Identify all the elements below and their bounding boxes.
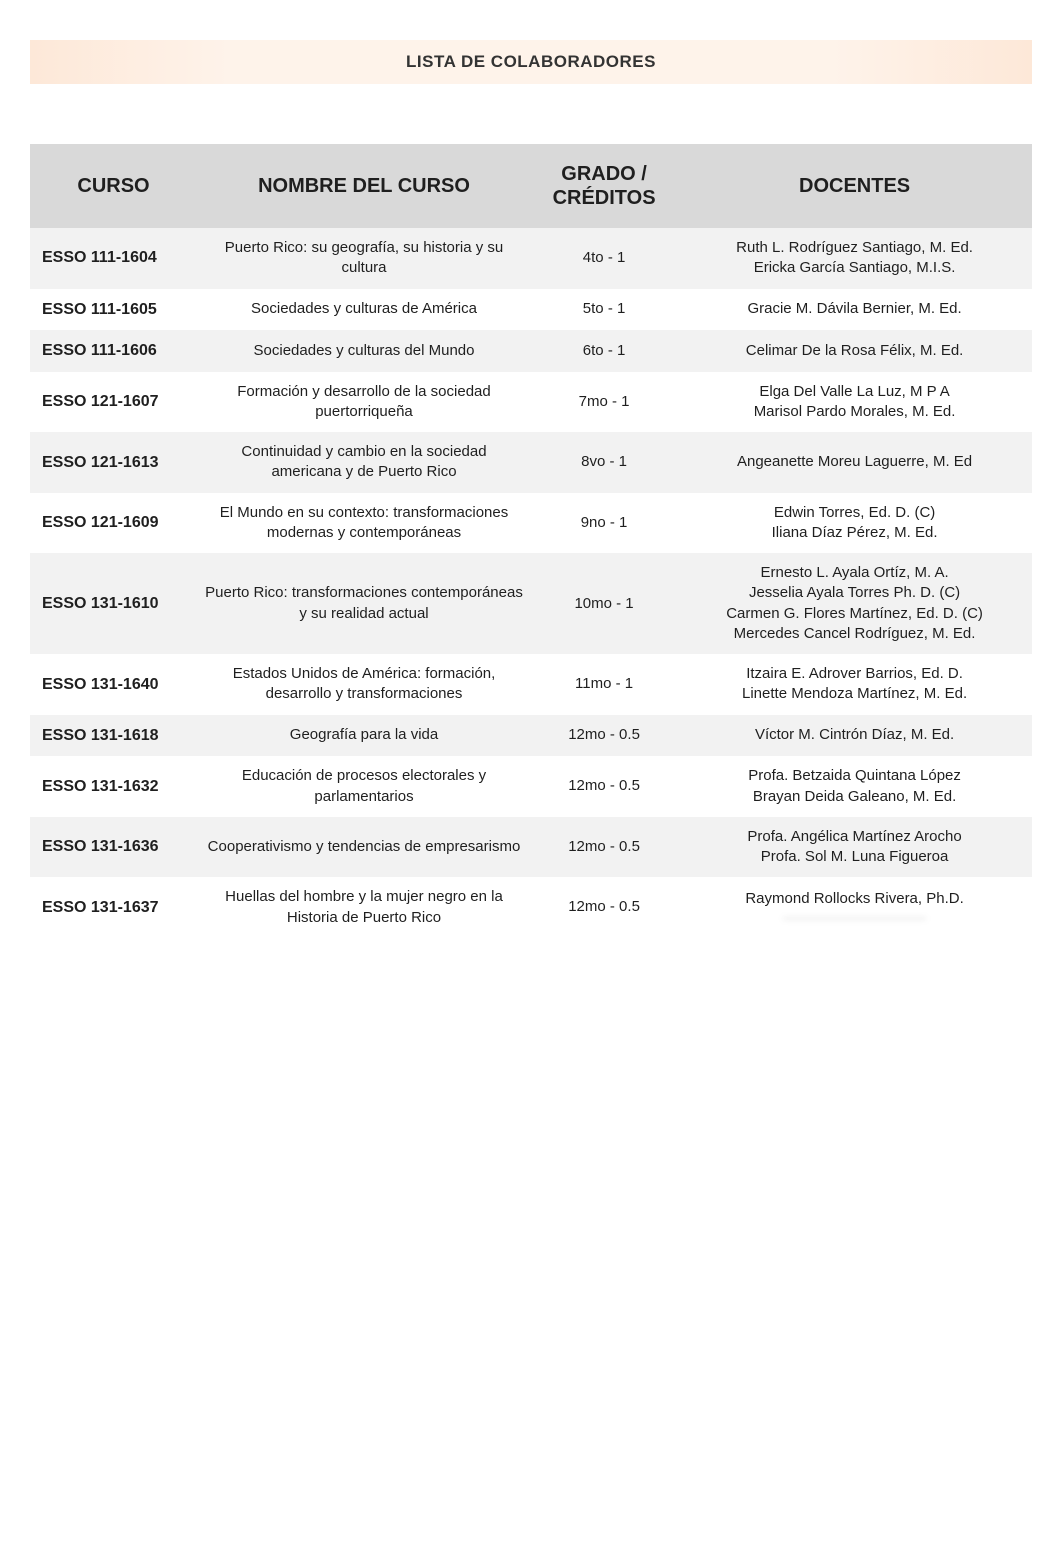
cell-curso: ESSO 111-1606 <box>30 330 197 372</box>
cell-docentes: Elga Del Valle La Luz, M P AMarisol Pard… <box>677 372 1032 433</box>
cell-curso: ESSO 131-1618 <box>30 715 197 757</box>
cell-grado: 7mo - 1 <box>531 372 677 433</box>
table-row: ESSO 131-1618Geografía para la vida12mo … <box>30 715 1032 757</box>
cell-curso: ESSO 131-1637 <box>30 877 197 938</box>
table-row: ESSO 131-1636Cooperativismo y tendencias… <box>30 817 1032 878</box>
cell-docentes: Ruth L. Rodríguez Santiago, M. Ed.Ericka… <box>677 228 1032 289</box>
cell-docentes: Profa. Betzaida Quintana LópezBrayan Dei… <box>677 756 1032 817</box>
table-row: ESSO 131-1640Estados Unidos de América: … <box>30 654 1032 715</box>
col-header-curso: CURSO <box>30 144 197 228</box>
cell-grado: 6to - 1 <box>531 330 677 372</box>
cell-nombre: Cooperativismo y tendencias de empresari… <box>197 817 531 878</box>
page-title: LISTA DE COLABORADORES <box>30 52 1032 72</box>
cell-docentes: Celimar De la Rosa Félix, M. Ed. <box>677 330 1032 372</box>
cell-grado: 12mo - 0.5 <box>531 756 677 817</box>
table-row: ESSO 121-1607Formación y desarrollo de l… <box>30 372 1032 433</box>
blurred-text: ——————————— <box>685 909 1024 927</box>
table-row: ESSO 131-1637Huellas del hombre y la muj… <box>30 877 1032 938</box>
table-row: ESSO 131-1632Educación de procesos elect… <box>30 756 1032 817</box>
cell-grado: 10mo - 1 <box>531 553 677 654</box>
table-row: ESSO 121-1609El Mundo en su contexto: tr… <box>30 493 1032 554</box>
cell-nombre: Sociedades y culturas de América <box>197 289 531 331</box>
cell-grado: 12mo - 0.5 <box>531 715 677 757</box>
cell-curso: ESSO 111-1604 <box>30 228 197 289</box>
cell-nombre: Educación de procesos electorales y parl… <box>197 756 531 817</box>
cell-nombre: El Mundo en su contexto: transformacione… <box>197 493 531 554</box>
cell-nombre: Geografía para la vida <box>197 715 531 757</box>
cell-curso: ESSO 121-1607 <box>30 372 197 433</box>
cell-grado: 12mo - 0.5 <box>531 817 677 878</box>
cell-docentes: Víctor M. Cintrón Díaz, M. Ed. <box>677 715 1032 757</box>
cell-nombre: Estados Unidos de América: formación, de… <box>197 654 531 715</box>
cell-grado: 4to - 1 <box>531 228 677 289</box>
table-row: ESSO 111-1605Sociedades y culturas de Am… <box>30 289 1032 331</box>
col-header-nombre: NOMBRE DEL CURSO <box>197 144 531 228</box>
cell-grado: 9no - 1 <box>531 493 677 554</box>
collaborators-table: CURSO NOMBRE DEL CURSO GRADO /CRÉDITOS D… <box>30 144 1032 938</box>
cell-curso: ESSO 131-1640 <box>30 654 197 715</box>
table-header-row: CURSO NOMBRE DEL CURSO GRADO /CRÉDITOS D… <box>30 144 1032 228</box>
cell-grado: 8vo - 1 <box>531 432 677 493</box>
col-header-docentes: DOCENTES <box>677 144 1032 228</box>
cell-grado: 12mo - 0.5 <box>531 877 677 938</box>
col-header-grado: GRADO /CRÉDITOS <box>531 144 677 228</box>
cell-docentes: Itzaira E. Adrover Barrios, Ed. D.Linett… <box>677 654 1032 715</box>
cell-curso: ESSO 131-1632 <box>30 756 197 817</box>
cell-docentes: Ernesto L. Ayala Ortíz, M. A.Jesselia Ay… <box>677 553 1032 654</box>
table-body: ESSO 111-1604Puerto Rico: su geografía, … <box>30 228 1032 938</box>
cell-curso: ESSO 121-1613 <box>30 432 197 493</box>
cell-nombre: Formación y desarrollo de la sociedad pu… <box>197 372 531 433</box>
cell-docentes: Angeanette Moreu Laguerre, M. Ed <box>677 432 1032 493</box>
cell-curso: ESSO 131-1610 <box>30 553 197 654</box>
cell-docentes: Edwin Torres, Ed. D. (C)Iliana Díaz Pére… <box>677 493 1032 554</box>
cell-nombre: Puerto Rico: su geografía, su historia y… <box>197 228 531 289</box>
cell-curso: ESSO 121-1609 <box>30 493 197 554</box>
cell-docentes: Gracie M. Dávila Bernier, M. Ed. <box>677 289 1032 331</box>
cell-nombre: Continuidad y cambio en la sociedad amer… <box>197 432 531 493</box>
cell-grado: 11mo - 1 <box>531 654 677 715</box>
cell-curso: ESSO 111-1605 <box>30 289 197 331</box>
table-row: ESSO 131-1610Puerto Rico: transformacion… <box>30 553 1032 654</box>
cell-nombre: Puerto Rico: transformaciones contemporá… <box>197 553 531 654</box>
cell-nombre: Sociedades y culturas del Mundo <box>197 330 531 372</box>
page-title-bar: LISTA DE COLABORADORES <box>30 40 1032 84</box>
cell-docentes: Raymond Rollocks Rivera, Ph.D.——————————… <box>677 877 1032 938</box>
table-row: ESSO 111-1604Puerto Rico: su geografía, … <box>30 228 1032 289</box>
cell-nombre: Huellas del hombre y la mujer negro en l… <box>197 877 531 938</box>
cell-curso: ESSO 131-1636 <box>30 817 197 878</box>
table-row: ESSO 111-1606Sociedades y culturas del M… <box>30 330 1032 372</box>
table-row: ESSO 121-1613Continuidad y cambio en la … <box>30 432 1032 493</box>
cell-grado: 5to - 1 <box>531 289 677 331</box>
cell-docentes: Profa. Angélica Martínez ArochoProfa. So… <box>677 817 1032 878</box>
